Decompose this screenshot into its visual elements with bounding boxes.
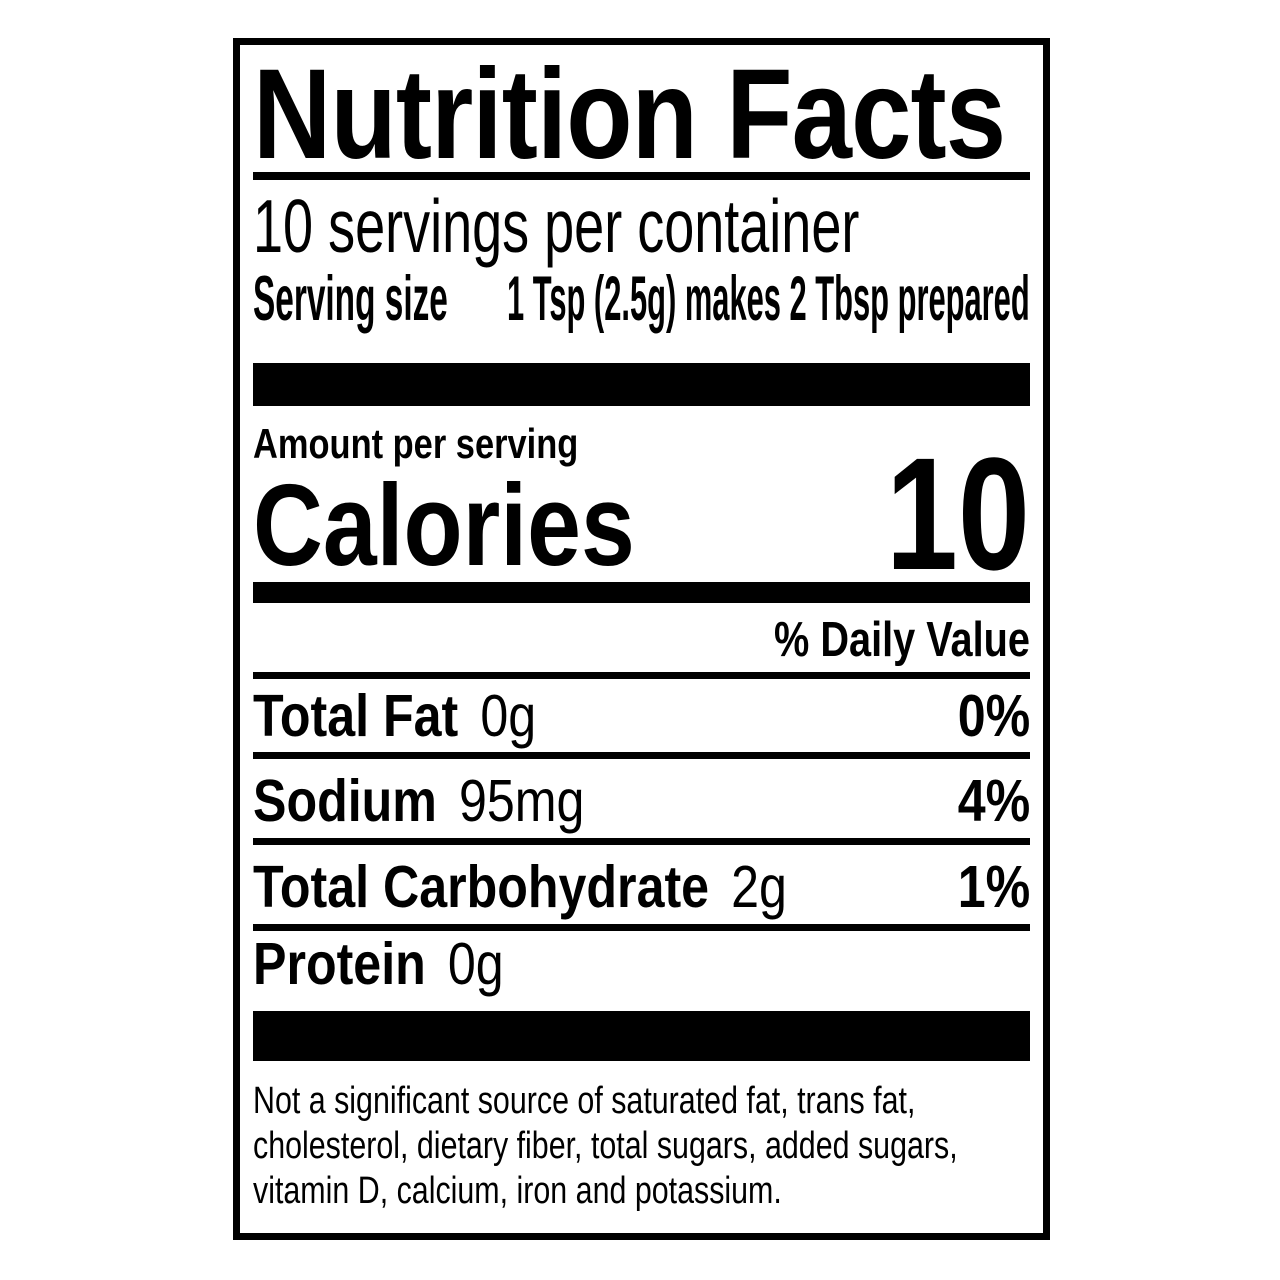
footnote-line: vitamin D, calcium, iron and potassium. [253, 1170, 782, 1212]
servings-per-container-text: 10 servings per container [253, 184, 860, 268]
label-title-row: Nutrition Facts [253, 51, 1030, 179]
separator-bar-bottom [253, 1011, 1030, 1061]
serving-size-value: 1 Tsp (2.5g) makes 2 Tbsp prepared [507, 264, 1030, 334]
serving-size-label: Serving size [253, 264, 448, 334]
serving-size-row: Serving size 1 Tsp (2.5g) makes 2 Tbsp p… [253, 268, 1030, 331]
nutrient-dv: 4% [957, 768, 1030, 834]
footnote-text: Not a significant source of saturated fa… [253, 1079, 1030, 1214]
row-divider [253, 924, 1030, 931]
nutrition-facts-panel: Nutrition Facts 10 servings per containe… [233, 38, 1050, 1240]
servings-per-container-row: 10 servings per container [253, 189, 1030, 264]
calories-label: Calories [253, 460, 635, 590]
nutrient-amount: 0g [480, 683, 537, 749]
footnote-line: Not a significant source of saturated fa… [253, 1080, 916, 1122]
calories-row: Calories 10 [253, 434, 1030, 594]
nutrient-amount: 95mg [458, 768, 585, 834]
nutrient-dv: 1% [957, 854, 1030, 920]
nutrient-row-total-carbohydrate: Total Carbohydrate 2g 1% [253, 858, 1030, 917]
amount-per-serving-label: Amount per serving [253, 420, 579, 467]
separator-bar-medium [253, 582, 1030, 603]
nutrient-name: Total Fat [253, 683, 459, 749]
nutrient-name: Sodium [253, 768, 437, 834]
amount-per-serving-row: Amount per serving [253, 423, 1030, 465]
nutrient-name: Protein [253, 931, 426, 997]
nutrient-amount: 2g [731, 854, 787, 920]
daily-value-header-row: % Daily Value [253, 616, 1030, 665]
calories-value: 10 [885, 424, 1030, 603]
daily-value-rule [253, 672, 1030, 679]
label-title: Nutrition Facts [253, 43, 1006, 186]
daily-value-header: % Daily Value [774, 613, 1030, 667]
nutrient-text: Sodium 95mg [253, 772, 584, 831]
nutrient-amount: 0g [447, 931, 504, 997]
nutrient-dv: 0% [957, 683, 1030, 749]
row-divider [253, 838, 1030, 845]
title-rule [253, 172, 1030, 180]
footnote-line: cholesterol, dietary fiber, total sugars… [253, 1125, 958, 1167]
nutrient-row-protein: Protein 0g [253, 935, 1030, 994]
separator-bar-top [253, 363, 1030, 406]
nutrient-name: Total Carbohydrate [253, 854, 710, 920]
nutrient-text: Total Carbohydrate 2g [253, 858, 787, 917]
nutrient-row-sodium: Sodium 95mg 4% [253, 772, 1030, 831]
nutrient-text: Total Fat 0g [253, 687, 536, 746]
nutrient-text: Protein 0g [253, 935, 504, 994]
nutrient-row-total-fat: Total Fat 0g 0% [253, 687, 1030, 746]
row-divider [253, 752, 1030, 759]
